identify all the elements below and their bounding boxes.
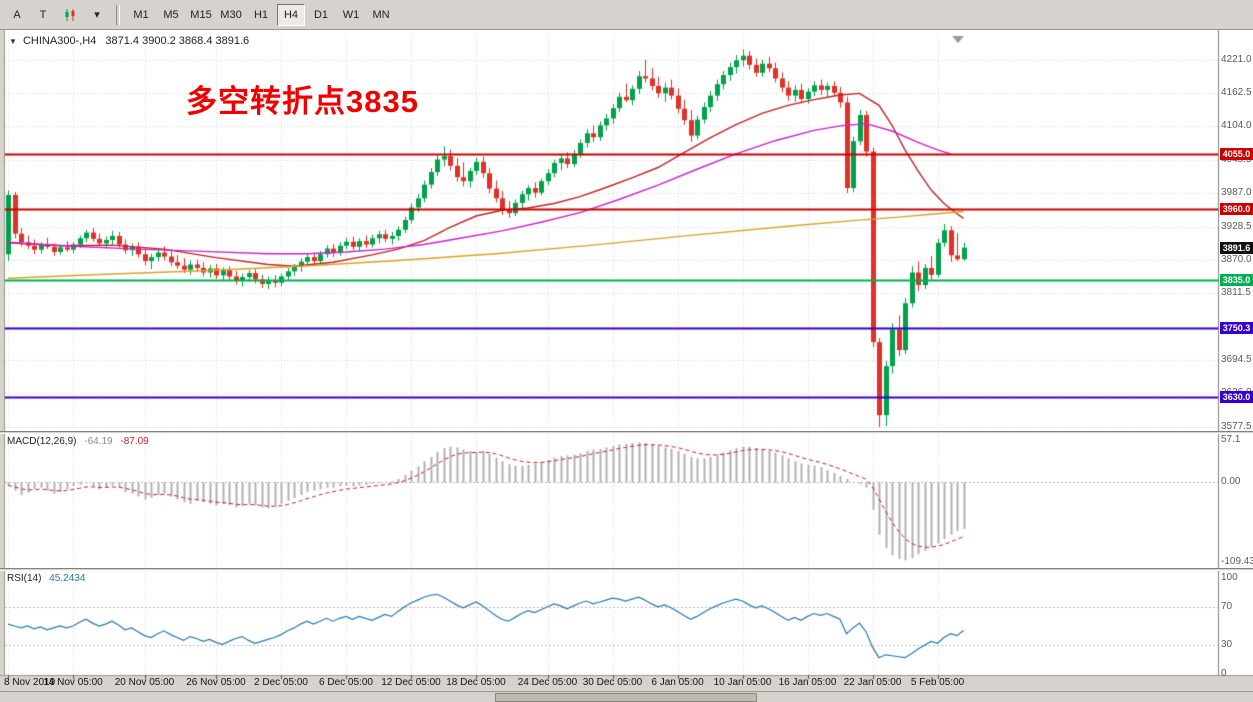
- macd-signal-value: -87.09: [120, 436, 149, 447]
- text-tool-button[interactable]: T: [31, 3, 55, 26]
- macd-main-value: -64.19: [84, 436, 113, 447]
- macd-indicator-label: MACD(12,26,9) -64.19 -87.09: [7, 436, 154, 447]
- symbol-title: CHINA300-,H4: [22, 35, 97, 47]
- timeframe-button-mn[interactable]: MN: [367, 3, 395, 26]
- timeframe-button-m1[interactable]: M1: [127, 3, 155, 26]
- pane-separator-macd[interactable]: [0, 431, 1253, 434]
- timeframe-button-m5[interactable]: M5: [157, 3, 185, 26]
- price-chart-canvas[interactable]: [0, 30, 1253, 702]
- chart-type-dropdown[interactable]: ▾: [85, 3, 109, 26]
- timeframe-button-h4[interactable]: H4: [277, 3, 305, 26]
- scrollbar-thumb[interactable]: [495, 693, 757, 702]
- horizontal-scrollbar[interactable]: [0, 691, 1253, 702]
- timeframe-button-m30[interactable]: M30: [217, 3, 245, 26]
- toolbar-separator: [116, 4, 120, 25]
- symbol-dropdown-icon[interactable]: ▼: [9, 37, 17, 46]
- rsi-value: 45.2434: [49, 573, 86, 584]
- timeframe-button-w1[interactable]: W1: [337, 3, 365, 26]
- chart-region: ▼ CHINA300-,H4 3871.4 3900.2 3868.4 3891…: [0, 30, 1253, 702]
- ohlc-values: 3871.4 3900.2 3868.4 3891.6: [105, 35, 250, 47]
- chart-annotation-text: 多空转折点3835: [186, 84, 419, 119]
- pane-separator-rsi[interactable]: [0, 568, 1253, 571]
- pointer-tool-button[interactable]: A: [5, 3, 29, 26]
- chart-type-button[interactable]: [57, 3, 83, 26]
- timeframe-button-d1[interactable]: D1: [307, 3, 335, 26]
- timeframe-button-h1[interactable]: H1: [247, 3, 275, 26]
- rsi-name: RSI(14): [7, 573, 42, 584]
- toolbar-tool-group: A T ▾: [5, 3, 109, 26]
- top-toolbar: A T ▾ M1 M5 M15 M30 H1 H4 D1 W1 MN: [0, 0, 1253, 30]
- chart-symbol-header: ▼ CHINA300-,H4 3871.4 3900.2 3868.4 3891…: [9, 35, 249, 47]
- timeframe-toolbar: M1 M5 M15 M30 H1 H4 D1 W1 MN: [127, 3, 395, 26]
- rsi-indicator-label: RSI(14) 45.2434: [7, 573, 90, 584]
- macd-name: MACD(12,26,9): [7, 436, 77, 447]
- candlestick-chart-icon: [65, 8, 75, 21]
- timeframe-button-m15[interactable]: M15: [187, 3, 215, 26]
